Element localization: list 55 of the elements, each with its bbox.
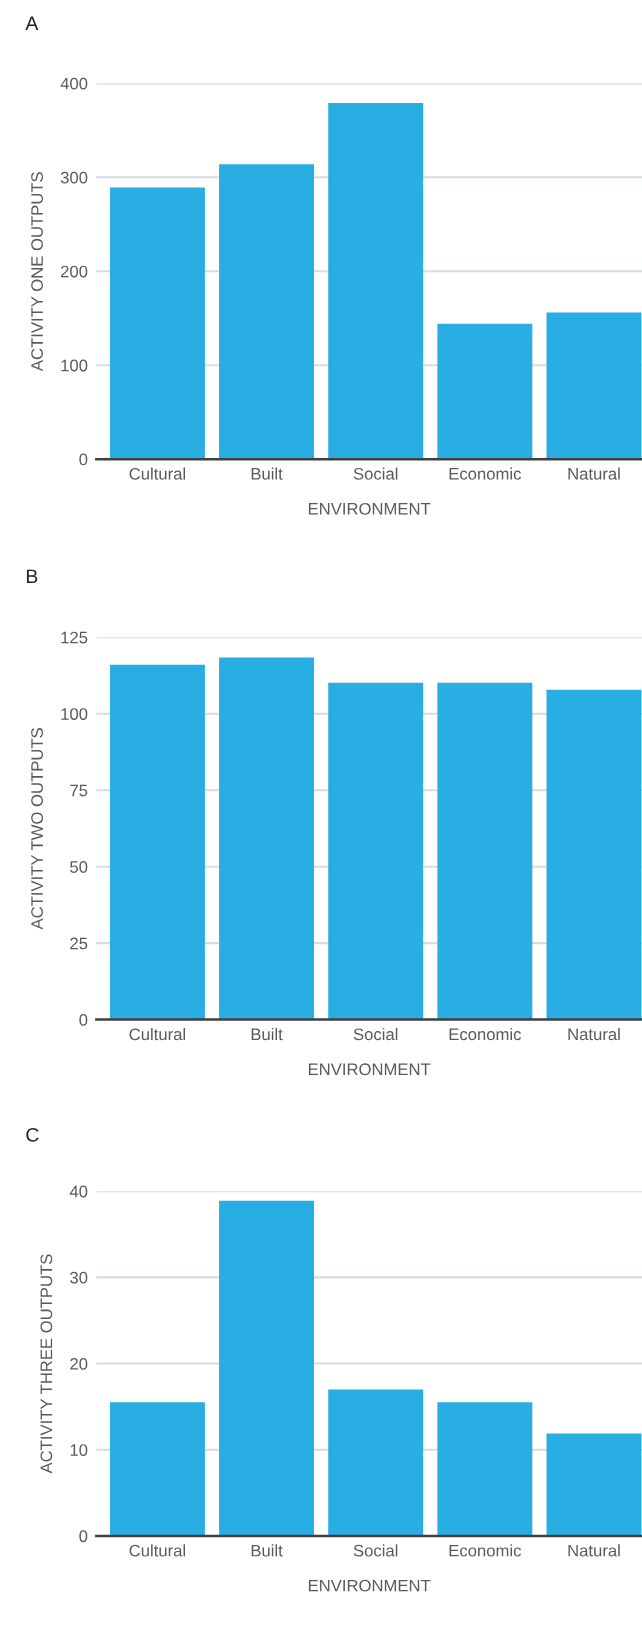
- x-tick-label: Cultural: [129, 467, 186, 480]
- x-tick-label: Built: [251, 467, 283, 480]
- bar: [109, 187, 205, 460]
- y-axis-title: ACTIVITY TWO OUTPUTS: [31, 728, 43, 930]
- x-axis-title: ENVIRONMENT: [308, 502, 431, 515]
- bar: [219, 164, 315, 460]
- bar: [328, 1389, 424, 1536]
- x-tick-label: Cultural: [129, 1027, 186, 1041]
- chart-title: A: [25, 16, 39, 30]
- y-tick-label: 125: [61, 631, 88, 644]
- x-tick-label: Natural: [568, 467, 620, 480]
- x-tick-label: Social: [353, 1544, 398, 1557]
- bar: [109, 664, 205, 1020]
- y-tick-label: 30: [70, 1271, 88, 1284]
- y-tick-label: 400: [60, 77, 88, 90]
- y-tick-label: 25: [70, 937, 88, 950]
- x-tick-label: Natural: [568, 1544, 620, 1557]
- bar: [328, 682, 424, 1020]
- y-tick-label: 100: [61, 359, 88, 372]
- y-tick-label: 75: [70, 784, 88, 797]
- bar: [219, 1200, 315, 1536]
- bar: [437, 682, 533, 1020]
- y-tick-label: 300: [60, 171, 88, 184]
- y-tick-label: 40: [69, 1185, 88, 1198]
- y-tick-label: 0: [79, 453, 88, 466]
- y-tick-label: 0: [79, 1014, 88, 1026]
- bar: [546, 1433, 642, 1536]
- chart-title: C: [26, 1127, 39, 1142]
- x-tick-label: Social: [353, 1027, 398, 1041]
- bar: [437, 1402, 533, 1536]
- y-tick-label: 20: [70, 1357, 88, 1370]
- bar: [546, 689, 642, 1020]
- y-tick-label: 100: [61, 708, 88, 720]
- y-axis-title: ACTIVITY ONE OUTPUTS: [31, 172, 43, 372]
- x-tick-label: Built: [251, 1544, 283, 1557]
- y-axis-title: ACTIVITY THREE OUTPUTS: [40, 1254, 53, 1474]
- bar: [219, 657, 315, 1020]
- x-tick-label: Economic: [449, 467, 521, 480]
- x-tick-label: Built: [251, 1027, 283, 1041]
- x-axis-title: ENVIRONMENT: [308, 1063, 431, 1076]
- x-tick-label: Natural: [568, 1027, 620, 1041]
- chart-title: B: [26, 569, 38, 584]
- y-tick-label: 50: [70, 861, 88, 873]
- y-tick-label: 0: [79, 1530, 88, 1543]
- bar: [437, 323, 533, 460]
- x-tick-label: Social: [353, 467, 398, 480]
- y-tick-label: 10: [70, 1444, 88, 1456]
- bar: [109, 1402, 205, 1536]
- x-tick-label: Economic: [449, 1027, 521, 1041]
- x-tick-label: Cultural: [129, 1544, 186, 1557]
- y-tick-label: 200: [61, 265, 88, 278]
- x-tick-label: Economic: [449, 1544, 521, 1557]
- bar: [546, 312, 642, 460]
- bar: [328, 103, 424, 460]
- x-axis-title: ENVIRONMENT: [308, 1579, 431, 1592]
